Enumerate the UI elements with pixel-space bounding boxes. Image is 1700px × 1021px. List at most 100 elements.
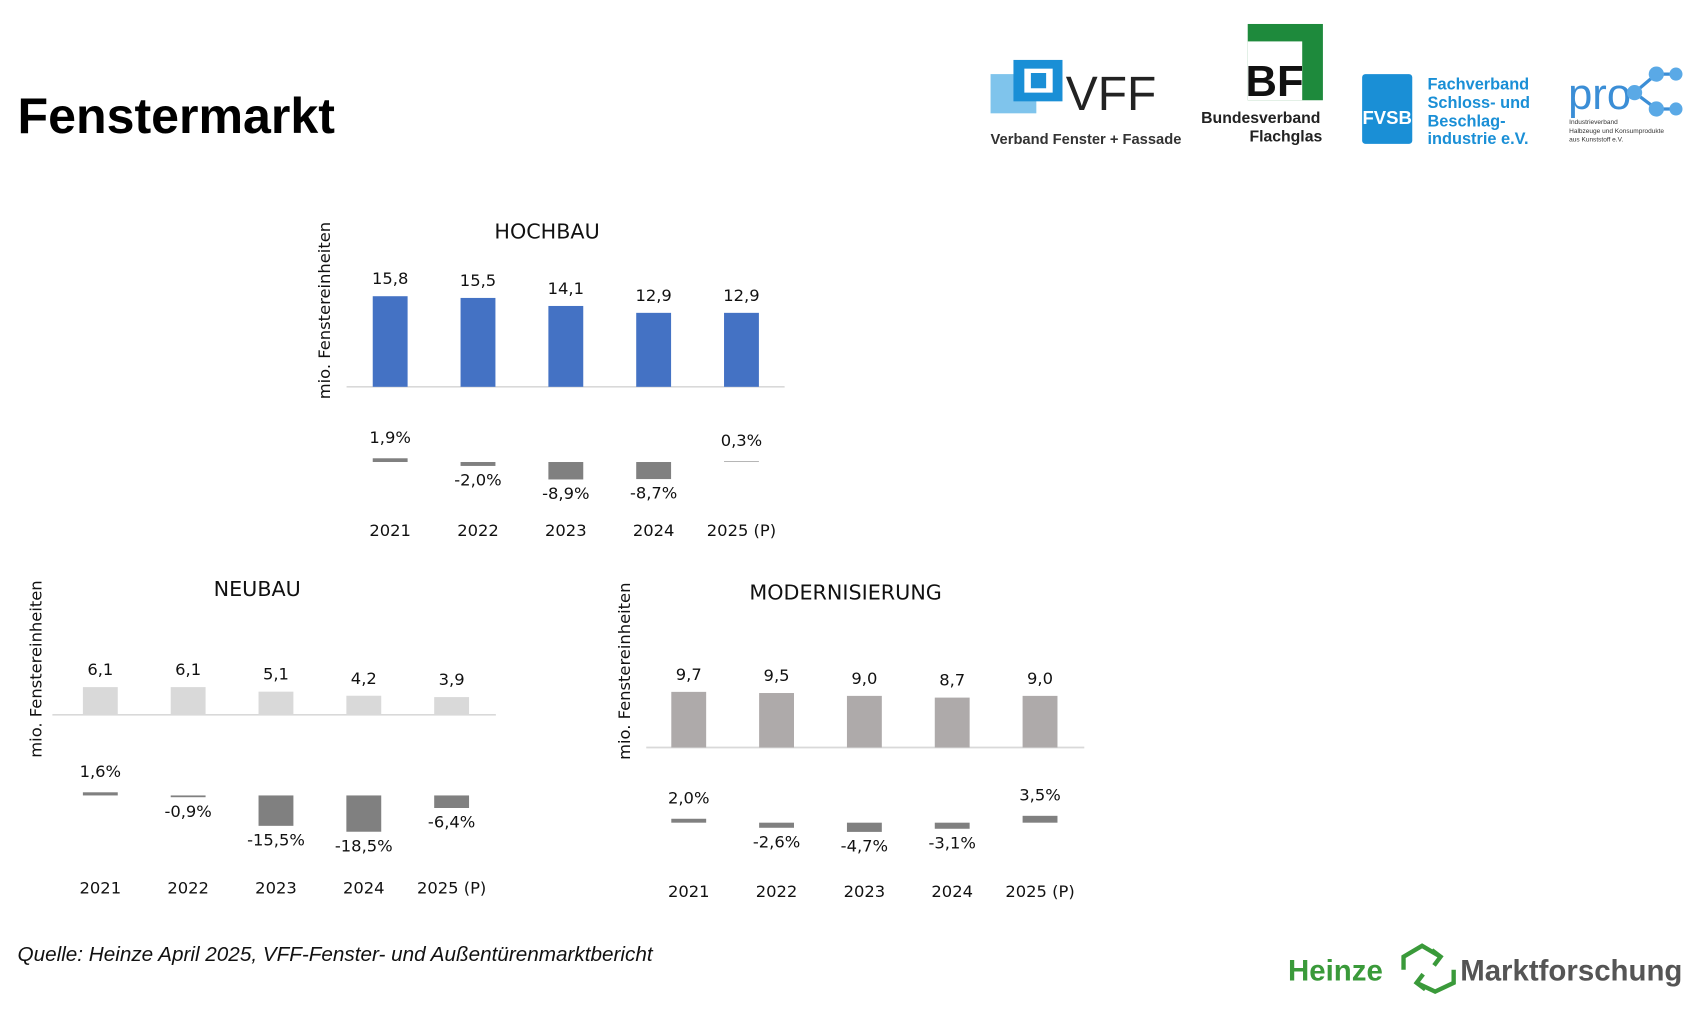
logo-bf: BF Bundesverband Flachglas xyxy=(1201,23,1323,146)
x-tick-label: 2022 xyxy=(167,879,209,898)
bar xyxy=(548,305,584,387)
x-tick-label: 2024 xyxy=(633,521,675,540)
value-label: 6,1 xyxy=(87,660,113,679)
logo-text: Schloss- und xyxy=(1428,94,1531,112)
bar xyxy=(934,697,970,748)
bar xyxy=(759,693,794,748)
x-tick-label: 2025 (P) xyxy=(1005,882,1074,901)
x-tick-label: 2023 xyxy=(545,521,587,540)
x-tick-label: 2023 xyxy=(255,879,297,898)
x-tick-label: 2021 xyxy=(668,882,710,901)
bar xyxy=(372,296,408,387)
logo-text: Bundesverband xyxy=(1201,110,1320,127)
value-label: 5,1 xyxy=(263,665,289,684)
x-tick-label: 2021 xyxy=(80,879,122,898)
bar xyxy=(636,312,672,387)
page-title: Fenstermarkt xyxy=(18,88,336,144)
logo-text: VFF xyxy=(1066,68,1157,121)
value-label: 6,1 xyxy=(175,660,201,679)
change-bar xyxy=(372,458,408,463)
x-tick-label: 2024 xyxy=(931,882,973,901)
change-bar xyxy=(548,462,584,480)
change-bar xyxy=(258,795,294,826)
bar xyxy=(258,691,294,715)
bar xyxy=(434,697,470,715)
change-bar xyxy=(636,462,672,480)
value-label: 15,8 xyxy=(372,269,408,288)
bar xyxy=(346,695,382,715)
change-bar xyxy=(759,822,794,828)
change-bar xyxy=(846,822,882,832)
value-label: 12,9 xyxy=(723,286,759,305)
change-label: -4,7% xyxy=(841,837,888,856)
chart-title: HOCHBAU xyxy=(494,220,599,244)
logo-vff: VFF Verband Fenster + Fassade xyxy=(990,59,1182,148)
chart-title: NEUBAU xyxy=(214,577,301,601)
y-axis-label: mio. Fenstereinheiten xyxy=(315,222,334,399)
value-label: 9,0 xyxy=(851,669,877,688)
change-bar xyxy=(1022,815,1058,823)
x-tick-label: 2023 xyxy=(844,882,886,901)
bar xyxy=(724,312,759,387)
logo-text: FVSB xyxy=(1363,107,1412,128)
logo-text: pro xyxy=(1568,71,1631,119)
logo-pro: pro Industrieverband Halbzeuge und Konsu… xyxy=(1568,66,1683,144)
value-label: 8,7 xyxy=(939,671,965,690)
change-bar xyxy=(170,795,206,798)
change-label: -6,4% xyxy=(428,813,475,832)
x-tick-label: 2021 xyxy=(369,521,411,540)
change-label: -2,0% xyxy=(454,471,501,490)
x-tick-label: 2022 xyxy=(457,521,499,540)
change-label: -8,7% xyxy=(630,484,677,503)
value-label: 3,9 xyxy=(439,670,465,689)
value-label: 9,0 xyxy=(1027,669,1053,688)
brand-text: Marktforschung xyxy=(1460,955,1682,988)
value-label: 14,1 xyxy=(548,279,584,298)
logo-text: Industrieverband xyxy=(1569,119,1618,126)
logo-text: Halbzeuge und Konsumprodukte xyxy=(1569,128,1664,135)
change-bar xyxy=(434,795,470,808)
logo-text: Beschlag- xyxy=(1428,112,1506,130)
value-label: 9,5 xyxy=(764,666,790,685)
value-label: 12,9 xyxy=(635,286,671,305)
change-bar xyxy=(82,792,118,796)
logo-text: Fachverband xyxy=(1428,75,1530,93)
logo-text: industrie e.V. xyxy=(1428,130,1529,148)
change-bar xyxy=(346,795,382,832)
y-axis-label: mio. Fenstereinheiten xyxy=(26,580,45,757)
change-label: -0,9% xyxy=(164,802,211,821)
value-label: 9,7 xyxy=(676,665,702,684)
change-label: 2,0% xyxy=(668,789,709,808)
change-label: 3,5% xyxy=(1019,786,1060,805)
logo-text: BF xyxy=(1246,58,1304,106)
logo-text: Verband Fenster + Fassade xyxy=(991,132,1182,148)
x-tick-label: 2022 xyxy=(756,882,798,901)
change-label: -3,1% xyxy=(929,833,976,852)
bar xyxy=(1022,695,1058,748)
chart: NEUBAU mio. Fenstereinheiten 6,1 1,6% 2021 6,… xyxy=(26,577,496,898)
y-axis-label: mio. Fenstereinheiten xyxy=(615,583,634,760)
change-label: -2,6% xyxy=(753,832,800,851)
chart-title: MODERNISIERUNG xyxy=(749,580,941,604)
change-label: 0,3% xyxy=(721,431,762,450)
chart: HOCHBAU mio. Fenstereinheiten 15,8 1,9% 2021… xyxy=(315,220,785,540)
bar xyxy=(82,687,118,715)
change-label: -15,5% xyxy=(247,830,305,849)
value-label: 4,2 xyxy=(351,669,377,688)
source: Quelle: Heinze April 2025, VFF-Fenster- … xyxy=(18,943,654,966)
change-bar xyxy=(460,462,496,466)
change-label: -8,9% xyxy=(542,484,589,503)
change-label: -18,5% xyxy=(335,836,393,855)
bar xyxy=(460,297,496,387)
chart: MODERNISIERUNG mio. Fenstereinheiten 9,7 2,… xyxy=(615,580,1085,901)
change-bar xyxy=(671,818,707,823)
bar xyxy=(846,695,882,748)
change-label: 1,9% xyxy=(369,428,410,447)
x-tick-label: 2024 xyxy=(343,879,385,898)
logo-text: aus Kunststoff e.V. xyxy=(1569,137,1623,144)
logo-fvsb: FVSB Fachverband Schloss- und Beschlag- … xyxy=(1362,74,1530,148)
bar xyxy=(170,687,206,715)
brand-text: Heinze xyxy=(1288,955,1383,988)
value-label: 15,5 xyxy=(460,271,496,290)
